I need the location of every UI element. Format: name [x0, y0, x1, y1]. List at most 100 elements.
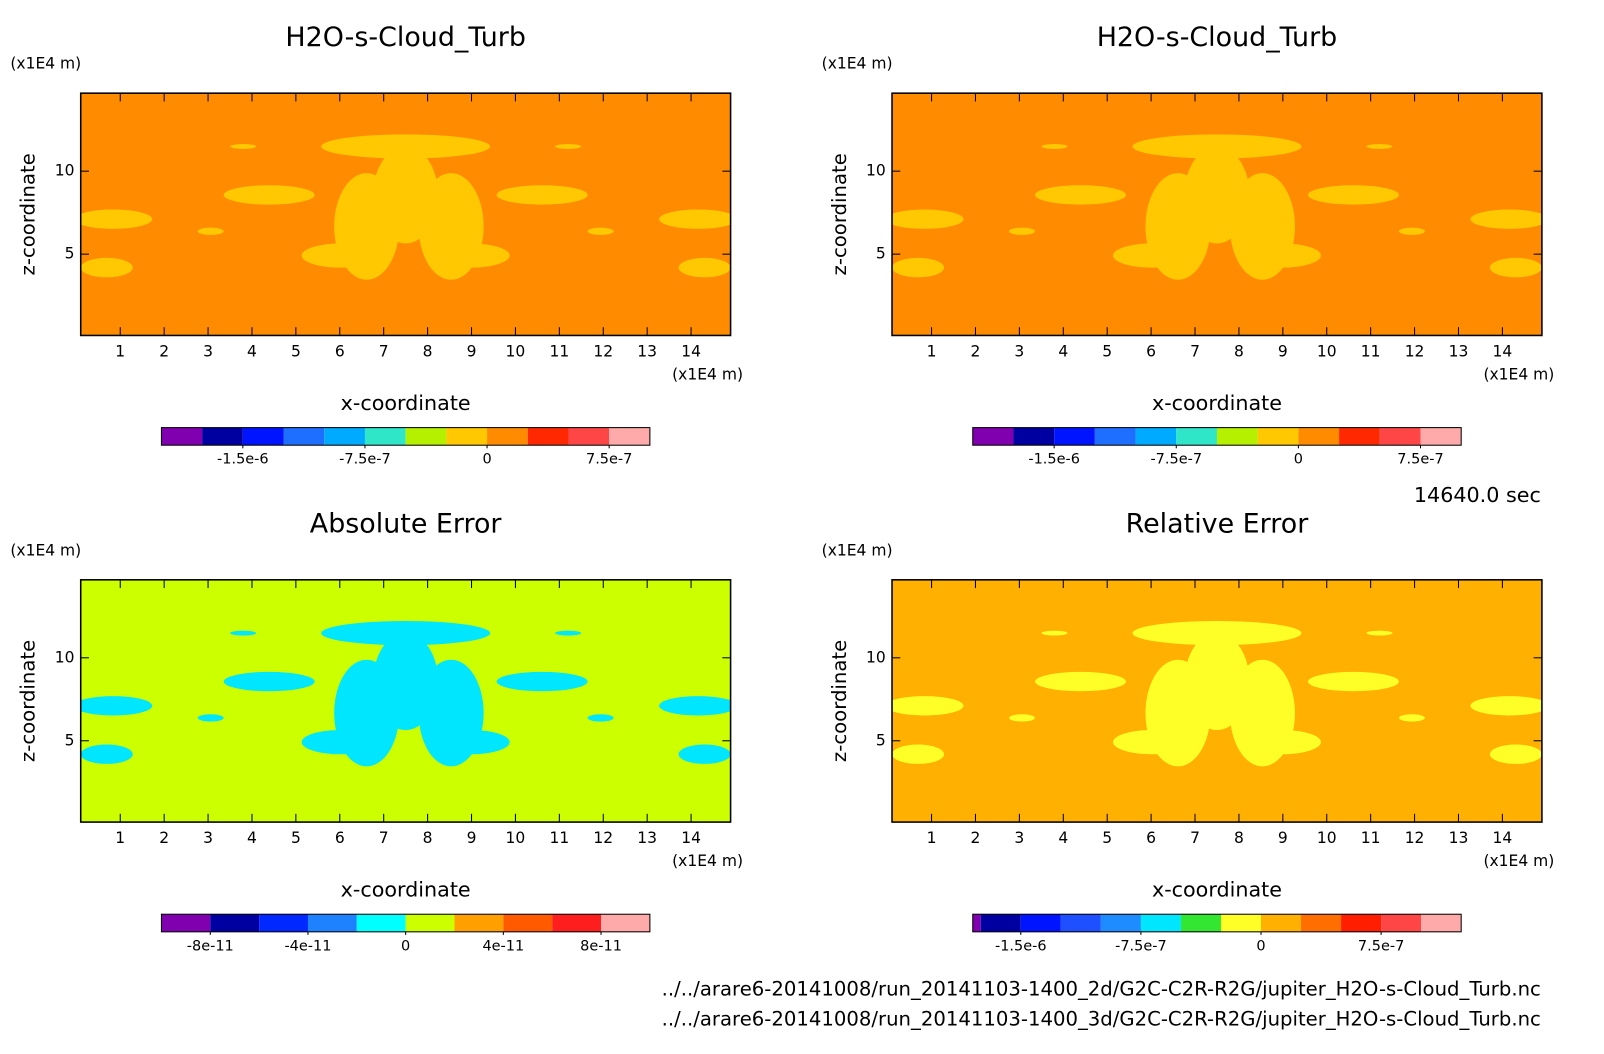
x-tick-label: 4 — [247, 829, 257, 847]
x-tick-label: 10 — [1317, 829, 1337, 847]
x-tick-label: 1 — [115, 343, 125, 361]
field-feature — [892, 696, 964, 716]
colorbar-segment — [609, 427, 650, 446]
field-feature — [80, 696, 153, 716]
colorbar-segment — [242, 427, 284, 446]
y-axis-label: z-coordinate — [828, 153, 851, 275]
field-feature — [223, 185, 315, 205]
colorbar-segment — [503, 914, 553, 932]
field-features — [80, 620, 731, 767]
colorbar-segment — [356, 914, 406, 932]
colorbar-tick-label: -7.5e-7 — [339, 452, 391, 468]
field-feature — [587, 714, 614, 722]
y-tick-label: 10 — [55, 648, 75, 666]
y-tick-label: 10 — [866, 648, 886, 666]
field-feature — [1307, 671, 1399, 692]
colorbar-segment — [1013, 427, 1055, 446]
y-tick-label: 5 — [65, 731, 75, 749]
field-feature — [678, 257, 731, 278]
x-tick-label: 1 — [927, 829, 937, 847]
panel-title: H2O-s-Cloud_Turb — [285, 22, 526, 53]
x-tick-label: 6 — [335, 343, 345, 361]
field-feature — [678, 744, 731, 764]
y-tick-label: 5 — [876, 245, 886, 263]
field-feature — [301, 730, 380, 755]
colorbar-segment — [405, 427, 447, 446]
field-feature — [496, 671, 588, 692]
field-feature — [80, 744, 133, 764]
colorbar-segment — [202, 427, 243, 446]
field-feature — [230, 630, 257, 636]
field-feature — [892, 257, 945, 278]
colorbar-tick-label: 8e-11 — [580, 938, 622, 954]
x-axis-label: x-coordinate — [1152, 391, 1282, 415]
colorbar-segment — [1339, 427, 1380, 446]
x-tick-label: 12 — [1405, 343, 1425, 361]
x-tick-label: 5 — [291, 829, 301, 847]
y-tick-label: 10 — [55, 162, 75, 180]
x-tick-label: 14 — [1493, 343, 1513, 361]
colorbar-tick-label: -1.5e-6 — [995, 938, 1047, 954]
x-unit: (x1E4 m) — [1483, 852, 1554, 870]
x-tick-label: 4 — [1058, 829, 1068, 847]
colorbar-segment — [364, 427, 406, 446]
field-feature — [892, 209, 964, 229]
y-tick-label: 5 — [876, 731, 886, 749]
field-feature — [1035, 185, 1126, 205]
time-label: 14640.0 sec — [1414, 483, 1541, 507]
x-tick-label: 2 — [971, 343, 981, 361]
colorbar-segment — [161, 914, 211, 932]
field-feature — [1470, 209, 1542, 229]
panel: Relative Error (x1E4 m) z-coordinate (x1E4 … — [822, 508, 1555, 954]
colorbar-tick-label: -4e-11 — [284, 938, 331, 954]
x-unit: (x1E4 m) — [672, 852, 743, 870]
field-feature — [431, 730, 510, 755]
x-tick-label: 3 — [1014, 343, 1024, 361]
colorbar-tick-label: -1.5e-6 — [1028, 452, 1080, 468]
y-unit: (x1E4 m) — [822, 55, 893, 73]
colorbar-segment — [1421, 914, 1462, 932]
field-feature — [1398, 227, 1425, 235]
colorbar-tick-label: 7.5e-7 — [1397, 452, 1443, 468]
x-tick-label: 10 — [506, 829, 526, 847]
x-tick-label: 7 — [379, 343, 389, 361]
colorbar-segment — [1094, 427, 1136, 446]
colorbar-segment — [1100, 914, 1141, 932]
x-tick-label: 5 — [1102, 829, 1112, 847]
x-tick-label: 9 — [467, 829, 477, 847]
colorbar-tick-label: 0 — [1294, 452, 1303, 468]
x-unit: (x1E4 m) — [1483, 365, 1554, 383]
x-tick-label: 13 — [637, 343, 657, 361]
x-tick-label: 2 — [159, 829, 169, 847]
x-tick-label: 13 — [637, 829, 657, 847]
colorbar-tick-label: -1.5e-6 — [217, 452, 269, 468]
colorbar-segment — [1379, 427, 1421, 446]
colorbar-segment — [1176, 427, 1217, 446]
field-feature — [496, 185, 588, 205]
colorbar-tick-label: -7.5e-7 — [1150, 452, 1202, 468]
y-tick-label: 5 — [65, 245, 75, 263]
field-feature — [80, 257, 133, 278]
field-feature — [1112, 730, 1191, 755]
colorbar-frame — [972, 427, 1462, 446]
x-tick-label: 11 — [549, 829, 569, 847]
field-feature — [301, 243, 380, 268]
field-feature — [1489, 257, 1542, 278]
field-feature — [1132, 620, 1302, 646]
x-tick-label: 11 — [549, 343, 569, 361]
field-feature — [1242, 243, 1321, 268]
field-feature — [431, 243, 510, 268]
field-feature — [1307, 185, 1399, 205]
y-axis-label: z-coordinate — [828, 640, 851, 762]
panel-title: Absolute Error — [310, 508, 503, 539]
colorbar-segment — [307, 914, 357, 932]
x-tick-label: 11 — [1361, 829, 1381, 847]
x-tick-label: 12 — [593, 343, 613, 361]
x-unit: (x1E4 m) — [672, 365, 743, 383]
plot-frame — [79, 579, 732, 823]
colorbar-segment — [1220, 914, 1262, 932]
colorbar-segment — [1301, 914, 1342, 932]
field-feature — [892, 744, 945, 764]
colorbar-segment — [1140, 914, 1181, 932]
